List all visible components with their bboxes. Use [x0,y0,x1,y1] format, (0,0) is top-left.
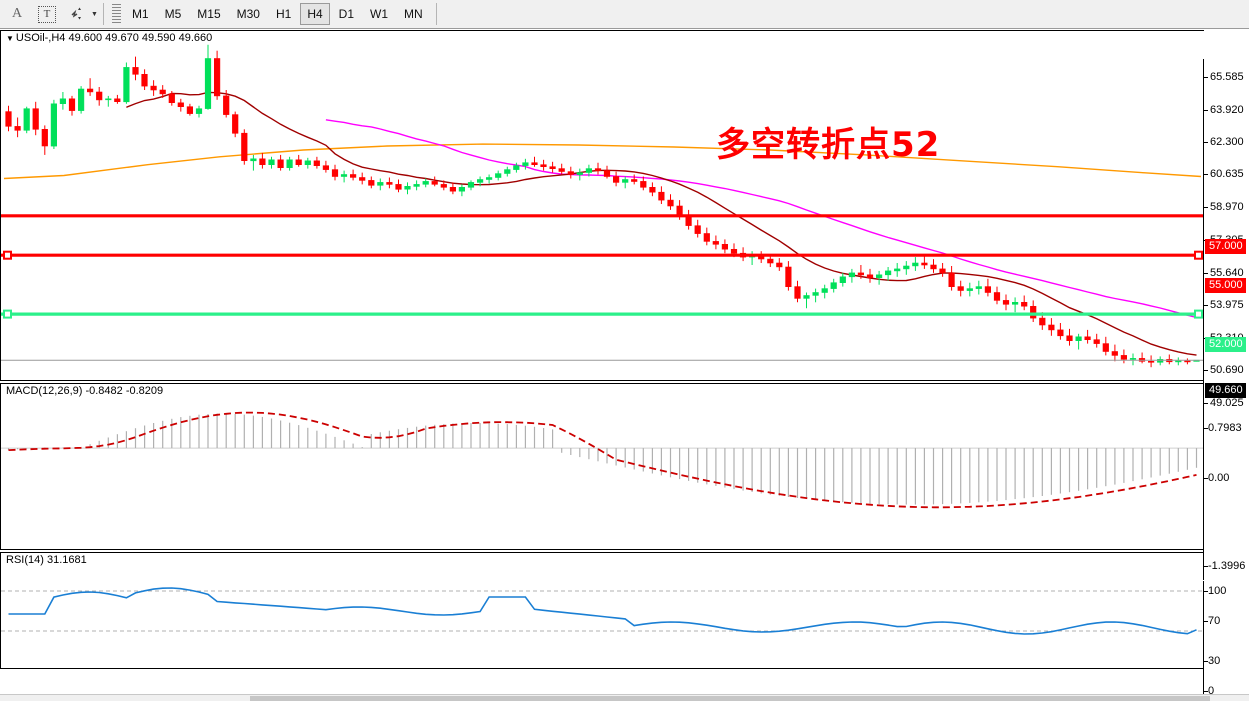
scrollbar-thumb[interactable] [250,696,1210,701]
toolbar-separator [102,3,104,25]
rsi-pane[interactable]: RSI(14) 31.1681 [0,552,1204,669]
timeframe-button-h4[interactable]: H4 [300,3,330,25]
font-icon[interactable]: A [11,6,23,21]
price-axis-label: 60.635 [1210,168,1244,181]
price-axis-label: 55.640 [1210,266,1244,279]
resistance-57000-tag[interactable]: 57.000 [1205,238,1246,254]
macd-label: MACD(12,26,9) -0.8482 -0.8209 [5,385,165,397]
toolbar: A T ▼ M1 M5 M15 M30 H1 H4 D1 W1 MN [0,0,1249,29]
horizontal-scrollbar[interactable] [0,694,1249,701]
price-axis-label: 65.585 [1210,71,1244,84]
timeframe-group: M1 M5 M15 M30 H1 H4 D1 W1 MN [124,3,431,25]
price-axis-label: 50.690 [1210,363,1244,376]
symbol-header-text: USOil-,H4 49.600 49.670 49.590 49.660 [15,32,213,44]
macd-axis-label: -1.3996 [1208,560,1246,572]
price-plot [1,44,1204,368]
price-axis-tick [1204,77,1208,79]
rsi-axis-tick [1204,591,1208,592]
objects-icon[interactable] [64,2,90,26]
support-52000-tag[interactable]: 52.000 [1205,337,1246,353]
rsi-axis-tick [1204,621,1208,622]
price-axis-label: 62.300 [1210,135,1244,148]
collapse-icon[interactable]: ▼ [6,34,14,43]
rsi-axis-label: 30 [1208,655,1221,667]
timeframe-button-m1[interactable]: M1 [131,7,149,21]
macd-axis-tick [1204,478,1208,480]
price-axis-label: 49.025 [1210,396,1244,409]
price-axis-tick [1204,402,1208,404]
chevron-down-icon[interactable]: ▼ [91,10,98,18]
price-axis[interactable]: 65.58563.92062.30060.63558.97057.30555.6… [1203,59,1249,412]
price-axis-label: 63.920 [1210,103,1244,116]
rsi-axis-label: 0 [1208,685,1215,697]
timeframe-button-m5[interactable]: M5 [164,7,182,21]
macd-plot [1,411,1204,509]
macd-axis-tick [1204,428,1208,429]
toolbar-separator-2 [435,3,437,25]
macd-axis-label: 0.7983 [1208,422,1242,434]
price-axis-tick [1204,207,1208,209]
resistance-55000-tag[interactable]: 55.000 [1205,278,1246,294]
rsi-axis-tick [1204,691,1208,692]
price-axis-tick [1204,369,1208,371]
chart-annotation-text[interactable]: 多空转折点52 [716,125,941,165]
timeframe-button-w1[interactable]: W1 [370,7,388,21]
objects-glyph [71,7,81,20]
rsi-axis-label: 100 [1208,585,1227,597]
rsi-plot [1,587,1204,635]
timeframe-button-mn[interactable]: MN [404,7,423,21]
rsi-label: RSI(14) 31.1681 [5,554,88,566]
rsi-axis-label: 70 [1208,615,1221,627]
price-axis-tick [1204,109,1208,111]
price-axis-tick [1204,272,1208,274]
price-axis-label: 58.970 [1210,201,1244,214]
rsi-axis[interactable]: 100 70 30 0 [1203,581,1249,699]
timeframe-button-m15[interactable]: M15 [197,7,221,21]
price-pane[interactable]: ▼ USOil-,H4 49.600 49.670 49.590 49.660 [0,30,1204,381]
macd-axis[interactable]: 0.7983 0.00 -1.3996 [1203,412,1249,580]
timeframe-button-m30[interactable]: M30 [236,7,260,21]
price-axis-label: 53.975 [1210,299,1244,312]
macd-axis-tick [1204,566,1208,567]
symbol-header: ▼ USOil-,H4 49.600 49.670 49.590 49.660 [5,32,214,44]
current-price-tag[interactable]: 49.660 [1205,383,1246,399]
macd-pane[interactable]: MACD(12,26,9) -0.8482 -0.8209 [0,383,1204,550]
price-axis-tick [1204,141,1208,143]
macd-axis-label: 0.00 [1208,472,1230,485]
timeframe-button-h1[interactable]: H1 [275,7,292,21]
price-axis-tick [1204,305,1208,307]
text-tool-icon[interactable]: T [34,2,60,26]
toolbar-drag-handle[interactable] [111,4,121,24]
rsi-axis-tick [1204,661,1208,662]
chart-area: ▼ USOil-,H4 49.600 49.670 49.590 49.660 M… [0,29,1249,701]
price-axis-tick [1204,174,1208,176]
timeframe-button-d1[interactable]: D1 [338,7,354,21]
